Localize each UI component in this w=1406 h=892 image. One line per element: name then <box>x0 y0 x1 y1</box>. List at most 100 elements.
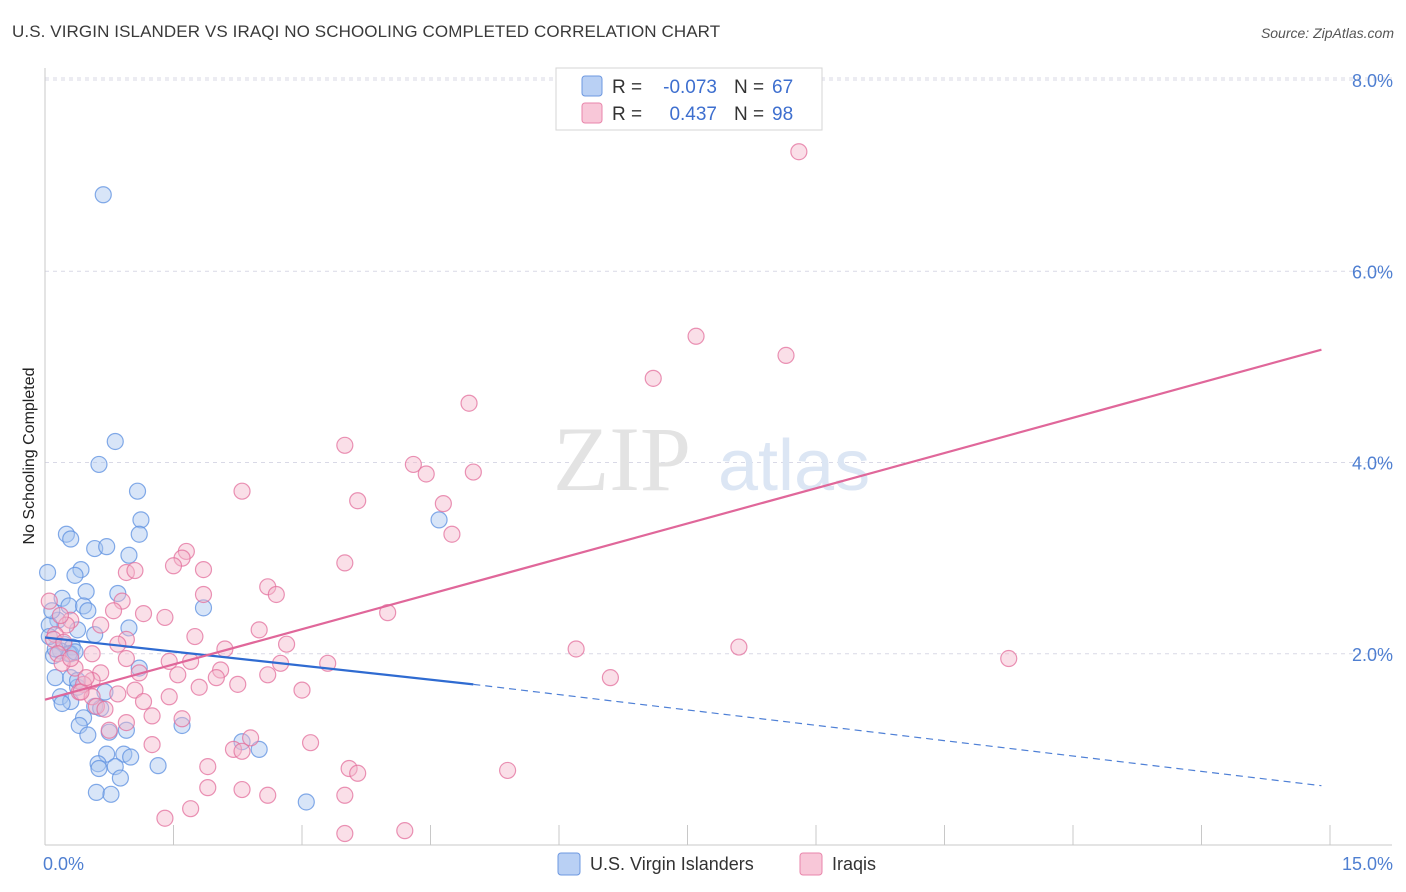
point-iraqis <box>104 602 123 620</box>
point-iraqis <box>160 688 178 706</box>
point-iraqis <box>126 561 144 580</box>
point-iraqis <box>96 700 114 718</box>
point-virgin-islanders <box>38 563 57 582</box>
point-iraqis <box>499 761 517 780</box>
legend-n-value-blue: 67 <box>772 77 793 98</box>
legend-swatch-blue <box>581 75 603 97</box>
point-virgin-islanders <box>49 611 67 629</box>
y-axis-label: No Schooling Completed <box>21 368 38 545</box>
point-virgin-islanders <box>98 745 116 763</box>
point-iraqis <box>134 692 153 711</box>
point-virgin-islanders <box>106 432 124 451</box>
point-iraqis <box>109 685 127 703</box>
x-tick-label-max: 15.0% <box>1342 854 1393 874</box>
point-iraqis <box>336 824 354 843</box>
watermark-atlas: atlas <box>718 426 870 506</box>
point-virgin-islanders <box>250 740 268 758</box>
point-virgin-islanders <box>79 726 97 744</box>
point-iraqis <box>242 729 260 747</box>
point-virgin-islanders <box>149 757 167 775</box>
point-iraqis <box>336 554 354 572</box>
point-iraqis <box>40 592 58 610</box>
point-iraqis <box>156 809 174 827</box>
point-virgin-islanders <box>102 785 120 803</box>
point-iraqis <box>62 649 80 668</box>
point-iraqis <box>644 369 662 387</box>
point-iraqis <box>417 465 435 483</box>
point-iraqis <box>229 675 247 693</box>
point-virgin-islanders <box>173 716 191 735</box>
legend-r-value-blue: -0.073 <box>663 77 717 98</box>
y-tick-label: 8.0% <box>1352 71 1393 91</box>
legend-r-value-pink: 0.437 <box>669 104 717 125</box>
point-iraqis <box>250 621 268 639</box>
point-iraqis <box>199 779 217 797</box>
point-iraqis <box>259 786 277 804</box>
point-virgin-islanders <box>90 759 108 778</box>
point-virgin-islanders <box>297 793 315 811</box>
point-iraqis <box>233 742 251 760</box>
point-virgin-islanders <box>60 597 78 615</box>
point-virgin-islanders <box>128 482 147 500</box>
watermark: ZIP atlas <box>553 408 870 510</box>
point-virgin-islanders <box>122 748 140 766</box>
point-iraqis <box>169 666 187 684</box>
point-iraqis <box>113 592 131 610</box>
point-virgin-islanders <box>46 669 64 687</box>
trend-lines <box>44 348 1322 787</box>
point-iraqis <box>173 710 191 728</box>
y-tick-label: 4.0% <box>1352 454 1393 474</box>
trend-line-virgin-islanders <box>44 636 474 686</box>
point-virgin-islanders <box>68 621 87 639</box>
point-iraqis <box>182 800 200 818</box>
point-iraqis <box>464 463 482 481</box>
source-credit: Source: ZipAtlas.com <box>1260 25 1394 41</box>
point-iraqis <box>194 560 213 579</box>
point-virgin-islanders <box>111 769 129 787</box>
watermark-zip: ZIP <box>553 408 691 510</box>
point-iraqis <box>293 681 311 699</box>
point-iraqis <box>194 585 213 604</box>
point-iraqis <box>336 786 354 804</box>
point-iraqis <box>164 557 183 575</box>
point-virgin-islanders <box>43 602 61 620</box>
point-virgin-islanders <box>194 599 213 617</box>
series-iraqis-points <box>40 143 1018 843</box>
point-iraqis <box>190 678 208 696</box>
point-iraqis <box>404 455 422 474</box>
point-iraqis <box>267 585 285 604</box>
legend-r-label-pink: R = <box>612 104 642 125</box>
point-iraqis <box>83 688 101 706</box>
series-virgin-islanders-points <box>38 186 448 811</box>
chart-title: U.S. VIRGIN ISLANDER VS IRAQI NO SCHOOLI… <box>12 22 721 41</box>
point-virgin-islanders <box>77 582 95 601</box>
bottom-legend-label-pink: Iraqis <box>832 854 876 874</box>
y-tick-label: 6.0% <box>1352 262 1393 282</box>
legend-r-label-blue: R = <box>612 77 642 98</box>
point-virgin-islanders <box>98 538 116 556</box>
point-iraqis <box>77 669 95 687</box>
point-virgin-islanders <box>430 511 448 529</box>
point-iraqis <box>143 735 161 754</box>
point-iraqis <box>186 627 204 646</box>
point-iraqis <box>349 492 367 510</box>
legend-n-value-pink: 98 <box>772 104 793 125</box>
point-virgin-islanders <box>70 716 88 735</box>
point-iraqis <box>790 143 808 161</box>
point-iraqis <box>687 327 705 345</box>
point-virgin-islanders <box>87 783 106 802</box>
point-virgin-islanders <box>90 455 108 474</box>
point-iraqis <box>143 707 161 725</box>
point-iraqis <box>396 822 414 840</box>
point-iraqis <box>434 495 452 513</box>
point-iraqis <box>100 721 118 739</box>
point-iraqis <box>277 635 296 653</box>
point-iraqis <box>53 654 71 672</box>
point-virgin-islanders <box>66 566 84 584</box>
point-iraqis <box>233 482 251 500</box>
point-iraqis <box>233 780 251 799</box>
point-iraqis <box>92 616 110 634</box>
point-iraqis <box>117 649 135 668</box>
point-iraqis <box>117 713 135 732</box>
point-iraqis <box>207 669 225 687</box>
